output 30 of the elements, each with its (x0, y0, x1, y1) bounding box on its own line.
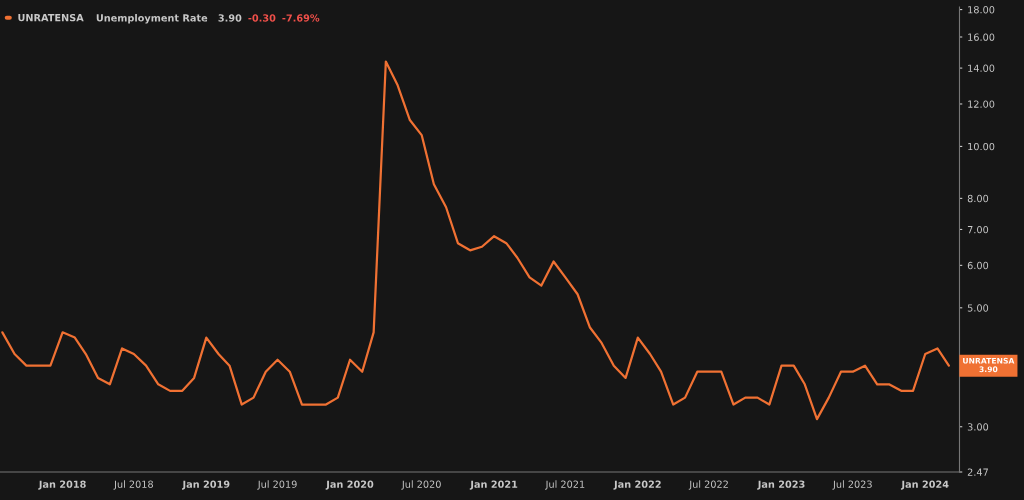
x-tick-label: Jul 2018 (113, 480, 153, 490)
annotation: 3.90 (218, 14, 242, 22)
x-tick-label: Jul 2022 (688, 480, 728, 490)
y-tick-label: 10.00 (968, 142, 995, 151)
y-tick-label: 18.00 (968, 6, 995, 14)
y-tick-label: 14.00 (968, 64, 995, 72)
y-tick-label: 2.47 (967, 468, 988, 476)
x-tick-label: Jan 2018 (38, 480, 86, 490)
x-tick-label: Jul 2019 (257, 480, 297, 490)
y-tick-label: 8.00 (967, 194, 989, 203)
x-tick-label: Jan 2019 (181, 480, 230, 490)
annotation: -7.69% (282, 14, 320, 22)
annotation: -0.30 (248, 14, 276, 22)
y-tick-label: 12.00 (968, 100, 995, 108)
line-series (1, 60, 950, 421)
y-tick-label: 5.00 (967, 304, 989, 312)
x-tick-label: Jan 2022 (613, 480, 661, 490)
x-tick-label: Jan 2021 (469, 480, 518, 490)
x-tick-label: Jul 2020 (401, 480, 441, 490)
text: Unemployment Rate (96, 14, 208, 24)
y-tick-label: 3.00 (967, 423, 989, 431)
x-tick-label: Jan 2020 (325, 480, 374, 490)
x-tick-label: Jul 2023 (832, 480, 872, 490)
y-tick-label: 7.00 (967, 225, 989, 234)
y-tick-label: 16.00 (968, 33, 995, 41)
x-tick-label: Jan 2024 (900, 480, 949, 490)
x-tick-label: Jan 2023 (757, 480, 805, 490)
x-tick-label: Jul 2021 (545, 480, 585, 490)
y-tick-label: 6.00 (967, 261, 989, 270)
legend-label: UNRATENSA (18, 13, 84, 22)
